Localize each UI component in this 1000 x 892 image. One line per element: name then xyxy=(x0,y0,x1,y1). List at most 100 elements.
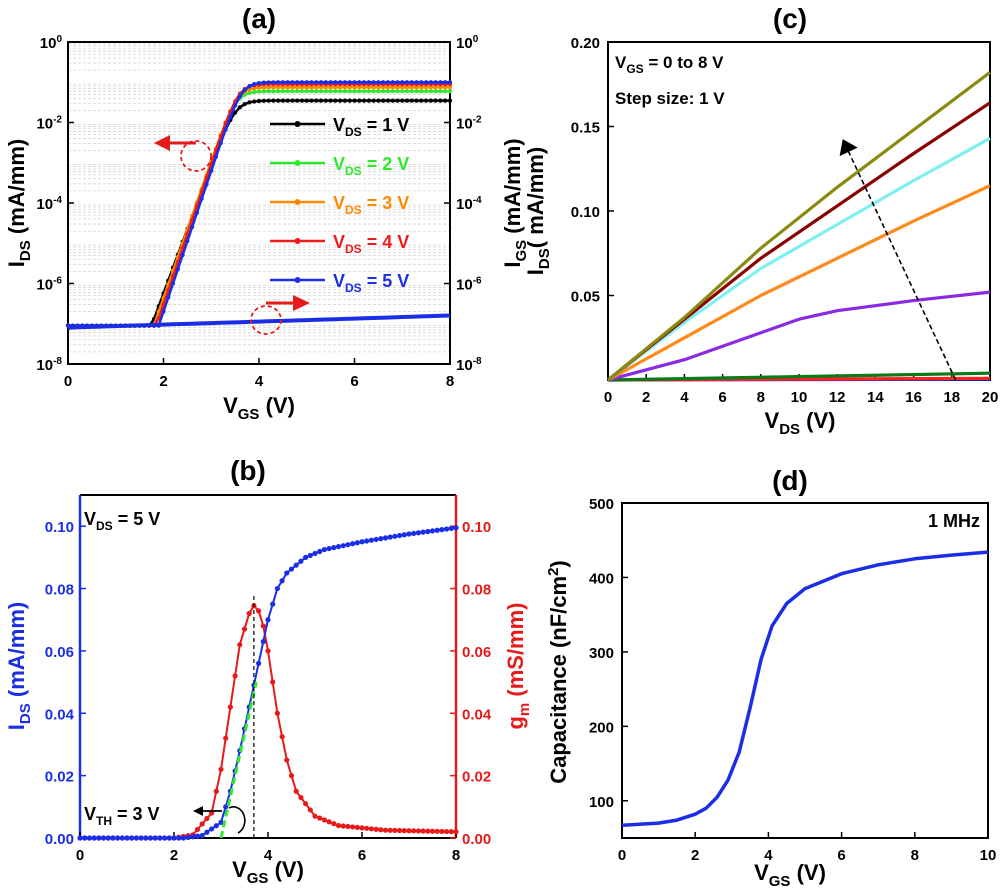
data-point xyxy=(352,85,357,90)
data-point xyxy=(237,105,242,110)
data-point xyxy=(199,832,205,839)
x-axis-label: VGS (V) xyxy=(232,857,304,887)
data-point xyxy=(247,90,252,96)
data-point xyxy=(218,140,223,146)
data-point xyxy=(323,80,328,85)
data-point xyxy=(176,835,182,841)
data-point xyxy=(271,98,276,103)
data-point xyxy=(237,642,243,648)
data-point xyxy=(247,100,252,105)
data-point xyxy=(256,80,262,86)
data-point xyxy=(213,823,219,829)
data-point xyxy=(276,85,281,90)
legend-marker xyxy=(294,277,301,283)
y-tick-label: 10-2 xyxy=(36,115,62,133)
data-point xyxy=(429,828,436,834)
data-point xyxy=(276,89,281,94)
data-point xyxy=(409,98,414,103)
y-tick-label: 300 xyxy=(589,645,614,662)
data-point xyxy=(354,540,360,546)
y-axis-label-left: IDS (mA/mm) xyxy=(4,602,34,730)
data-point xyxy=(261,98,266,103)
panel-tag: (c) xyxy=(773,3,807,34)
x-tick-label: 0 xyxy=(64,373,72,390)
data-point xyxy=(321,817,327,823)
data-point xyxy=(453,525,459,531)
data-point xyxy=(333,89,338,94)
x-tick-label: 2 xyxy=(170,847,178,864)
data-point xyxy=(323,85,328,90)
data-point xyxy=(345,823,351,830)
data-point xyxy=(299,80,305,85)
x-tick-label: 0 xyxy=(76,847,84,864)
data-point xyxy=(338,85,343,90)
legend-label: VDS = 1 V xyxy=(333,115,409,139)
data-point xyxy=(147,835,154,841)
data-point xyxy=(228,114,233,119)
data-point xyxy=(433,85,438,90)
data-point xyxy=(409,80,414,85)
data-point xyxy=(438,98,443,103)
data-point xyxy=(350,824,356,830)
igs-line xyxy=(67,313,451,330)
panel-d: 0 2 4 6 8 10 100 200 300 400 500 1 MHz (d) VGS (V) Cap… xyxy=(545,465,996,890)
data-point xyxy=(194,826,201,833)
data-point xyxy=(429,528,436,534)
data-point xyxy=(409,85,414,90)
data-point xyxy=(284,570,290,576)
data-point xyxy=(280,80,285,85)
data-point xyxy=(447,85,453,90)
data-point xyxy=(333,85,338,90)
data-point xyxy=(295,80,300,85)
data-point xyxy=(448,525,454,531)
data-point xyxy=(285,89,290,94)
data-point xyxy=(371,80,376,85)
data-point xyxy=(261,85,266,90)
y-tick-label-right: 10-4 xyxy=(456,195,482,213)
data-point xyxy=(204,829,210,835)
data-point xyxy=(252,86,257,91)
data-point xyxy=(424,80,429,85)
data-point xyxy=(309,98,314,103)
data-point xyxy=(392,533,398,539)
data-point xyxy=(256,608,262,614)
data-point xyxy=(385,89,391,94)
data-point xyxy=(256,660,262,666)
data-point xyxy=(340,823,346,829)
y-tick-label: 10-4 xyxy=(36,195,62,213)
data-point xyxy=(328,80,333,85)
data-point xyxy=(293,562,299,568)
data-point xyxy=(307,807,313,813)
data-point xyxy=(256,89,262,94)
x-tick-label: 6 xyxy=(837,847,845,864)
data-point xyxy=(304,98,309,103)
data-point xyxy=(390,85,395,90)
data-point xyxy=(223,735,229,741)
vth-annotation: VTH = 3 V xyxy=(84,804,160,828)
data-point xyxy=(364,825,370,831)
x-tick-label: 4 xyxy=(255,373,264,390)
vds-annotation: VDS = 5 V xyxy=(84,509,160,533)
data-point xyxy=(213,154,219,159)
data-point xyxy=(357,85,362,90)
data-point xyxy=(298,558,304,564)
series-line xyxy=(607,371,991,382)
data-point xyxy=(82,835,88,841)
vth-arc xyxy=(228,806,246,834)
data-point xyxy=(443,98,448,103)
data-point xyxy=(170,281,176,286)
data-point xyxy=(218,819,224,826)
y-tick-label: 0.10 xyxy=(571,204,600,221)
data-point xyxy=(361,89,367,94)
x-tick-label: 6 xyxy=(358,847,366,864)
plot-frame xyxy=(621,502,989,839)
data-point xyxy=(265,617,271,623)
data-point xyxy=(252,99,257,104)
data-point xyxy=(392,827,398,834)
data-point xyxy=(361,98,367,103)
data-point xyxy=(438,80,443,85)
x-axis-label: VGS (V) xyxy=(223,393,295,423)
data-point xyxy=(447,80,453,85)
data-point xyxy=(318,80,324,85)
data-point xyxy=(232,673,238,679)
